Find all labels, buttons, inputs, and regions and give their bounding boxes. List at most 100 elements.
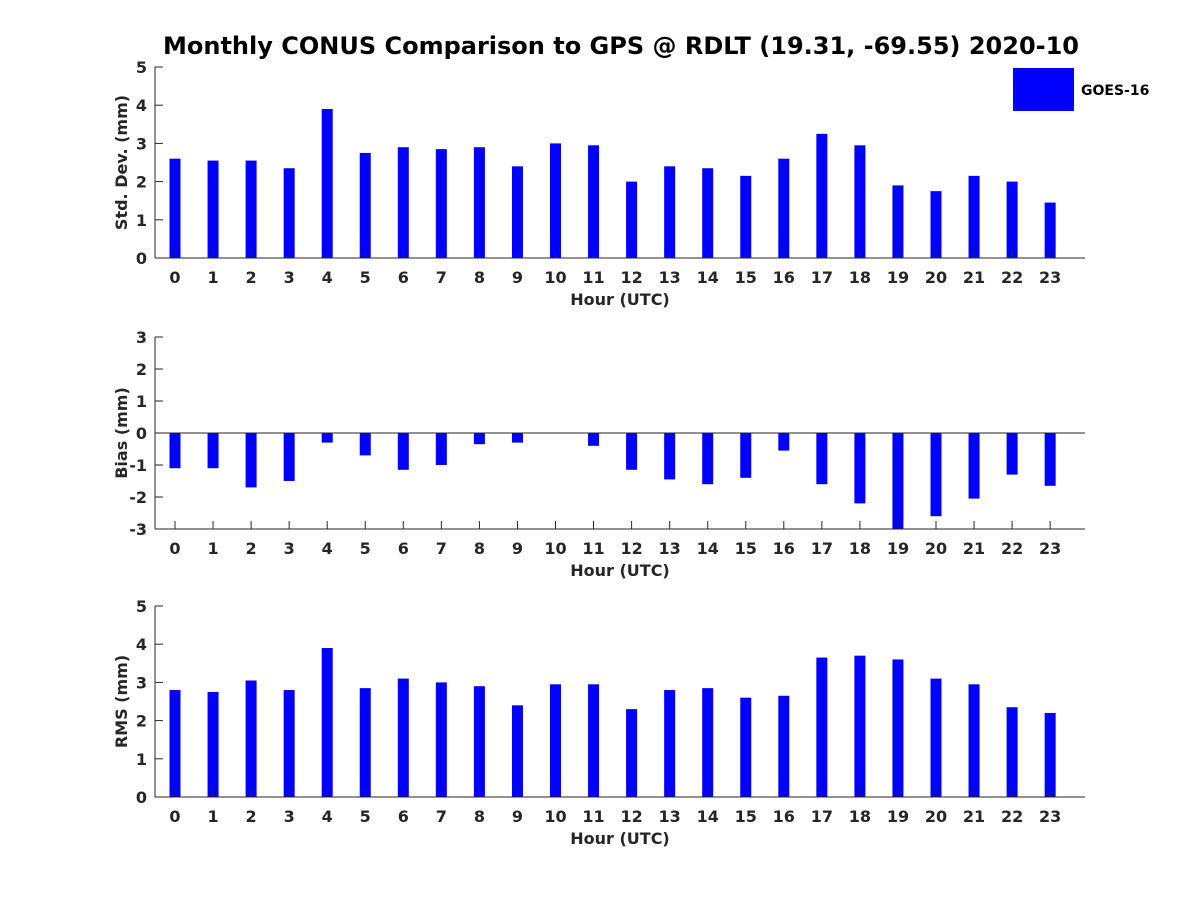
x-tick-label-rms-4: 4 [322,807,333,826]
bar-stddev-18 [854,145,866,258]
x-tick-label-stddev-22: 22 [1001,268,1023,287]
bar-stddev-4 [321,109,333,259]
x-tick-label-bias-4: 4 [322,539,333,558]
x-tick-label-stddev-3: 3 [284,268,295,287]
bar-bias-5 [359,433,371,456]
x-tick-label-stddev-13: 13 [659,268,681,287]
bar-stddev-20 [930,191,942,258]
bar-rms-12 [626,709,638,797]
y-tick-label-stddev-2: 2 [136,173,147,192]
x-tick-label-stddev-14: 14 [697,268,719,287]
x-tick-label-stddev-1: 1 [207,268,218,287]
legend: GOES-16 [1013,68,1149,111]
bar-rms-10 [550,684,561,797]
bar-stddev-13 [664,166,676,258]
bar-bias-22 [1006,433,1018,475]
y-tick-label-stddev-0: 0 [136,249,147,268]
x-tick-label-stddev-8: 8 [474,268,485,287]
x-tick-label-bias-21: 21 [963,539,985,558]
x-tick-label-rms-11: 11 [582,807,604,826]
bar-stddev-0 [169,158,181,258]
x-tick-label-rms-21: 21 [963,807,985,826]
bar-rms-20 [930,678,942,797]
x-tick-label-bias-22: 22 [1001,539,1023,558]
y-tick-label-stddev-3: 3 [136,134,147,153]
x-tick-label-bias-2: 2 [246,539,257,558]
x-tick-label-rms-5: 5 [360,807,371,826]
y-axis-label-rms: RMS (mm) [112,655,131,748]
x-tick-label-rms-10: 10 [544,807,566,826]
y-tick-label-rms-0: 0 [136,788,147,807]
x-tick-label-rms-14: 14 [697,807,719,826]
x-tick-label-stddev-7: 7 [436,268,447,287]
x-tick-label-bias-16: 16 [773,539,795,558]
x-tick-label-rms-18: 18 [849,807,871,826]
x-tick-label-stddev-12: 12 [620,268,642,287]
bar-stddev-12 [626,181,638,258]
x-tick-label-stddev-23: 23 [1039,268,1061,287]
y-tick-label-bias-2: 2 [136,360,147,379]
y-tick-label-bias--3: -3 [129,520,147,539]
x-axis-label-stddev: Hour (UTC) [570,290,670,309]
x-tick-label-rms-20: 20 [925,807,947,826]
x-tick-label-bias-17: 17 [811,539,833,558]
x-tick-label-stddev-10: 10 [544,268,566,287]
y-tick-label-stddev-4: 4 [136,96,147,115]
x-tick-label-bias-10: 10 [544,539,566,558]
x-axis-label-rms: Hour (UTC) [570,829,670,848]
bar-bias-15 [740,433,752,478]
x-tick-label-rms-23: 23 [1039,807,1061,826]
bar-stddev-17 [816,133,828,258]
bar-bias-2 [245,433,257,488]
bar-bias-12 [626,433,638,470]
bar-bias-3 [283,433,295,481]
bar-bias-0 [169,433,181,469]
x-tick-label-rms-12: 12 [620,807,642,826]
y-axis-label-stddev: Std. Dev. (mm) [112,95,131,230]
x-tick-label-stddev-9: 9 [512,268,523,287]
bar-rms-19 [892,659,904,797]
bar-rms-0 [169,690,181,797]
bar-bias-19 [892,433,904,529]
x-tick-label-rms-0: 0 [169,807,180,826]
x-tick-label-bias-7: 7 [436,539,447,558]
bar-rms-8 [473,686,485,797]
x-tick-label-stddev-4: 4 [322,268,333,287]
x-tick-label-stddev-19: 19 [887,268,909,287]
y-tick-label-rms-1: 1 [136,750,147,769]
x-tick-label-bias-0: 0 [169,539,180,558]
bar-rms-21 [968,684,980,797]
x-axis-label-bias: Hour (UTC) [570,561,670,580]
x-tick-label-rms-8: 8 [474,807,485,826]
bar-rms-7 [435,682,447,797]
bar-rms-15 [740,697,752,797]
bar-bias-7 [435,433,447,465]
bar-bias-21 [968,433,980,499]
x-tick-label-rms-16: 16 [773,807,795,826]
x-tick-label-bias-5: 5 [360,539,371,558]
bar-rms-3 [283,690,295,797]
bar-bias-18 [854,433,866,504]
x-tick-label-rms-3: 3 [284,807,295,826]
bar-rms-4 [321,648,333,797]
bar-stddev-11 [588,145,600,258]
x-tick-label-rms-7: 7 [436,807,447,826]
bar-stddev-9 [511,166,523,258]
legend-swatch-goes16 [1013,68,1074,111]
bar-stddev-14 [702,168,714,258]
bar-rms-11 [588,684,600,797]
bar-stddev-6 [397,147,409,258]
x-tick-label-bias-3: 3 [284,539,295,558]
y-tick-label-bias-0: 0 [136,424,147,443]
x-tick-label-stddev-18: 18 [849,268,871,287]
bar-stddev-22 [1006,181,1018,258]
x-tick-label-bias-11: 11 [582,539,604,558]
bar-stddev-21 [968,175,980,258]
x-tick-label-bias-12: 12 [620,539,642,558]
x-tick-label-rms-1: 1 [207,807,218,826]
bar-stddev-2 [245,160,257,258]
bar-rms-16 [778,695,790,797]
